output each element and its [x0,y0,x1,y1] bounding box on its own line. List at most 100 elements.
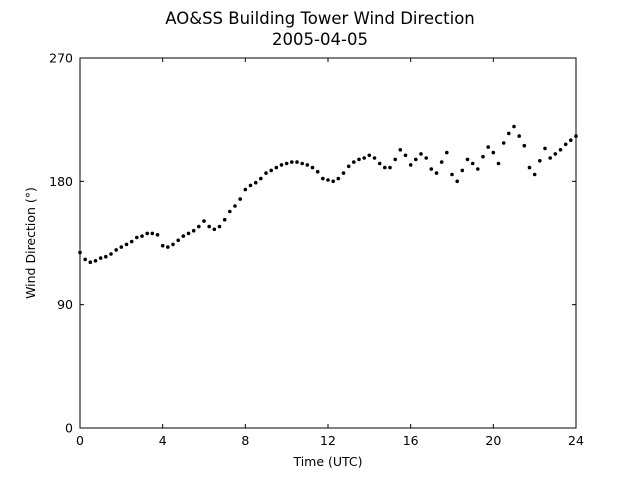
data-point [160,243,165,248]
data-point [109,252,113,256]
data-point [429,167,434,171]
y-axis-label: Wind Direction (°) [23,187,38,299]
data-point [336,176,341,181]
data-point [491,150,496,155]
data-point [197,224,201,229]
y-tick-label: 270 [49,51,73,66]
data-point [212,227,217,232]
data-point [372,156,377,160]
data-point [403,153,408,158]
data-point [522,143,527,148]
data-point [383,165,387,170]
data-point [486,145,491,149]
y-tick-label: 0 [65,421,73,436]
data-point [181,234,186,238]
y-tick-label: 90 [57,297,73,312]
data-point [300,161,305,166]
data-point [274,165,279,170]
data-point [538,159,542,163]
data-point [424,156,429,160]
data-point [145,231,149,236]
data-point [346,164,351,169]
data-point [460,168,465,173]
data-points [78,124,578,265]
data-point [238,197,242,201]
data-point [284,161,289,166]
data-point [186,231,191,236]
data-point [470,161,475,166]
data-point [202,219,206,223]
data-point [104,254,108,259]
data-point [450,172,454,177]
data-point [243,187,248,192]
data-point [465,157,470,162]
axis-ticks: 0 4 8 12 16 20 24 0 90 180 270 [49,51,584,449]
data-point [207,224,211,229]
data-point [264,171,268,175]
data-point [517,134,521,138]
data-point [191,228,196,233]
chart-title: AO&SS Building Tower Wind Direction [165,9,475,28]
data-point [481,154,485,159]
data-point [434,171,439,175]
data-point [88,260,93,265]
data-point [135,235,139,240]
data-point [93,259,98,263]
data-point [331,179,336,184]
data-point [295,160,299,164]
data-point [419,152,423,156]
x-axis-label: Time (UTC) [292,454,362,469]
data-point [527,165,532,170]
data-point [352,160,356,164]
x-tick-label: 16 [403,433,419,448]
data-point [439,160,444,164]
data-point [512,124,516,129]
data-point [305,163,310,167]
data-point [532,172,537,177]
data-point [455,179,460,184]
data-point [150,231,155,236]
data-point [362,156,367,160]
data-point [476,167,480,171]
data-point [445,150,449,155]
x-tick-label: 20 [485,433,501,448]
data-point [563,142,568,147]
data-point [248,183,253,188]
data-point [155,233,160,237]
data-point [124,242,129,247]
data-point [253,180,258,185]
data-point [98,256,103,260]
data-point [269,168,274,173]
data-point [377,161,382,166]
x-tick-label: 24 [568,433,584,448]
data-point [259,176,263,181]
data-point [290,160,294,164]
data-point [388,165,392,170]
data-point [233,204,237,208]
plot-frame [79,57,577,429]
chart-subtitle: 2005-04-05 [272,30,368,49]
data-point [414,157,418,162]
data-point [228,209,232,214]
data-point [129,239,134,244]
data-point [341,171,346,175]
data-point [217,224,222,229]
x-tick-label: 12 [320,433,336,448]
data-point [393,157,398,162]
data-point [83,257,87,262]
data-point [140,234,144,238]
data-point [569,138,573,142]
x-tick-label: 0 [76,433,84,448]
data-point [326,178,330,182]
data-point [176,238,180,243]
data-point [357,157,361,162]
data-point [119,245,124,249]
data-point [543,146,547,151]
data-point [367,153,372,158]
data-point [171,242,175,247]
data-point [507,131,511,136]
data-point [553,152,558,156]
data-point [222,217,227,222]
y-tick-label: 180 [49,174,73,189]
